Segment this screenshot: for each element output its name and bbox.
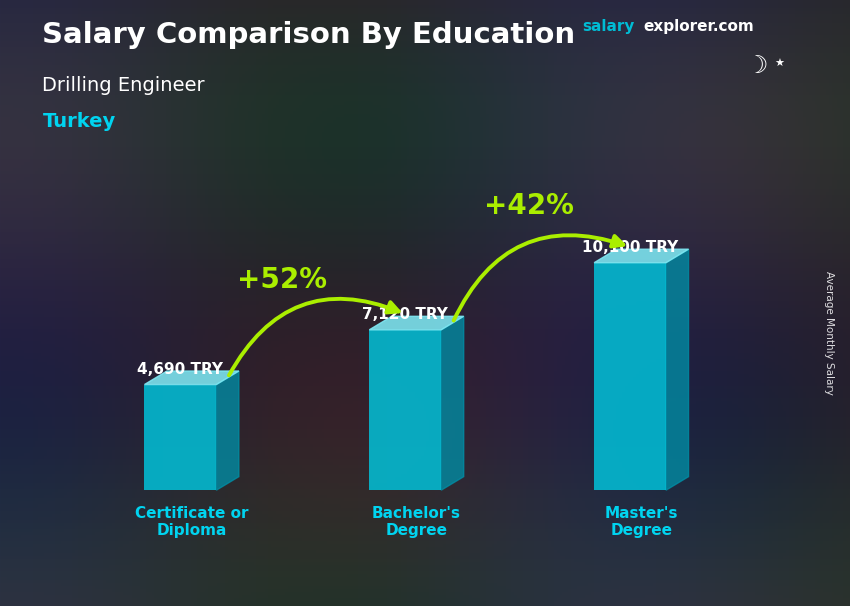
Polygon shape	[369, 316, 464, 330]
Text: Salary Comparison By Education: Salary Comparison By Education	[42, 21, 575, 49]
Text: Bachelor's
Degree: Bachelor's Degree	[372, 506, 461, 538]
Polygon shape	[144, 371, 239, 385]
Text: Average Monthly Salary: Average Monthly Salary	[824, 271, 834, 395]
Text: salary: salary	[582, 19, 635, 35]
Bar	[144, 385, 217, 490]
Polygon shape	[594, 249, 688, 263]
Text: explorer.com: explorer.com	[643, 19, 754, 35]
Text: 10,100 TRY: 10,100 TRY	[582, 240, 678, 255]
Text: +52%: +52%	[236, 266, 326, 295]
Text: Certificate or
Diploma: Certificate or Diploma	[135, 506, 248, 538]
Text: 4,690 TRY: 4,690 TRY	[138, 362, 224, 377]
Text: Drilling Engineer: Drilling Engineer	[42, 76, 205, 95]
Bar	[369, 330, 441, 490]
Bar	[594, 263, 666, 490]
Text: ★: ★	[774, 59, 785, 69]
Polygon shape	[217, 371, 239, 490]
Text: Master's
Degree: Master's Degree	[604, 506, 678, 538]
Text: ☽: ☽	[745, 53, 768, 78]
Polygon shape	[666, 249, 688, 490]
Text: 7,120 TRY: 7,120 TRY	[362, 307, 448, 322]
Polygon shape	[441, 316, 464, 490]
Text: Turkey: Turkey	[42, 112, 116, 131]
Text: +42%: +42%	[484, 193, 574, 221]
